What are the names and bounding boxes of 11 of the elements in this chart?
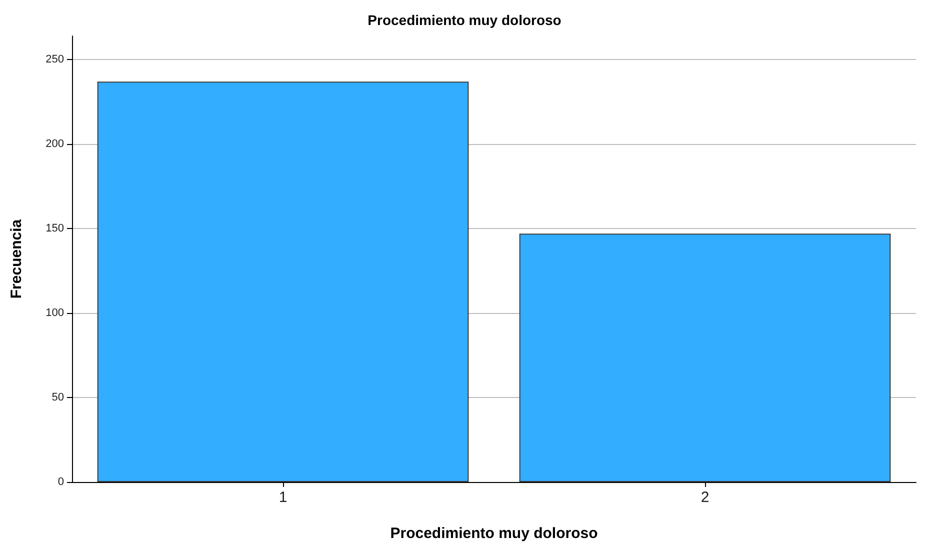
y-tick-label: 0 <box>58 476 64 488</box>
x-axis-title: Procedimiento muy doloroso <box>390 525 598 542</box>
y-tick-label: 150 <box>46 222 64 235</box>
y-tick-label: 100 <box>46 307 64 320</box>
x-tick-label: 1 <box>278 489 288 506</box>
chart-title: Procedimiento muy doloroso <box>368 12 562 28</box>
y-axis-title: Frecuencia <box>8 218 25 299</box>
y-tick-label: 200 <box>46 138 64 150</box>
x-tick-label: 2 <box>700 489 710 506</box>
y-tick-label: 250 <box>46 54 64 66</box>
y-tick-label: 50 <box>52 392 64 404</box>
